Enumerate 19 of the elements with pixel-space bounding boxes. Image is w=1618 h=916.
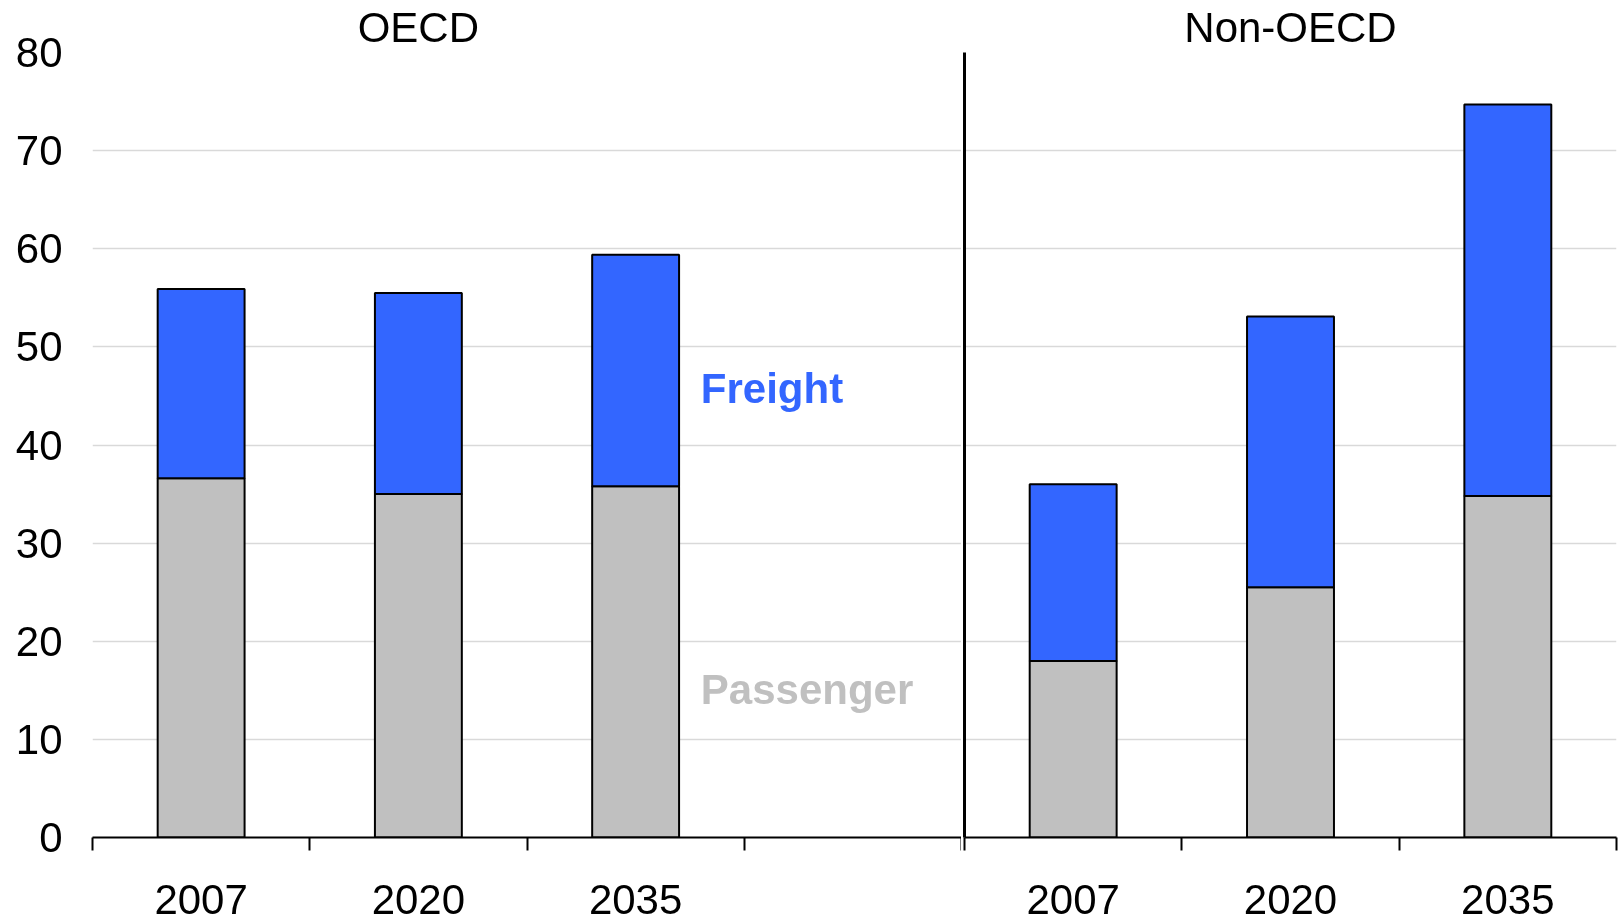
y-tick-label: 30	[15, 519, 63, 567]
x-tick-label: 2007	[1026, 875, 1120, 916]
chart-title: OECD	[357, 3, 480, 51]
y-tick-label: 0	[39, 814, 63, 861]
x-tick-label: 2035	[588, 875, 683, 916]
series-label: Freight	[700, 365, 844, 413]
series-label: Passenger	[700, 666, 914, 714]
x-tick-label: 2020	[371, 875, 466, 916]
chart-title: Non-OECD	[1184, 3, 1397, 51]
y-tick-label: 50	[15, 323, 63, 371]
y-tick-label: 70	[15, 127, 63, 175]
y-tick-label: 40	[15, 421, 63, 469]
x-tick-label: 2035	[1461, 875, 1555, 916]
x-tick-label: 2007	[154, 875, 248, 916]
y-tick-label: 60	[15, 225, 63, 273]
y-tick-label: 80	[15, 29, 63, 76]
y-tick-label: 10	[15, 715, 63, 763]
x-tick-label: 2020	[1243, 875, 1338, 916]
y-tick-label: 20	[15, 617, 63, 665]
